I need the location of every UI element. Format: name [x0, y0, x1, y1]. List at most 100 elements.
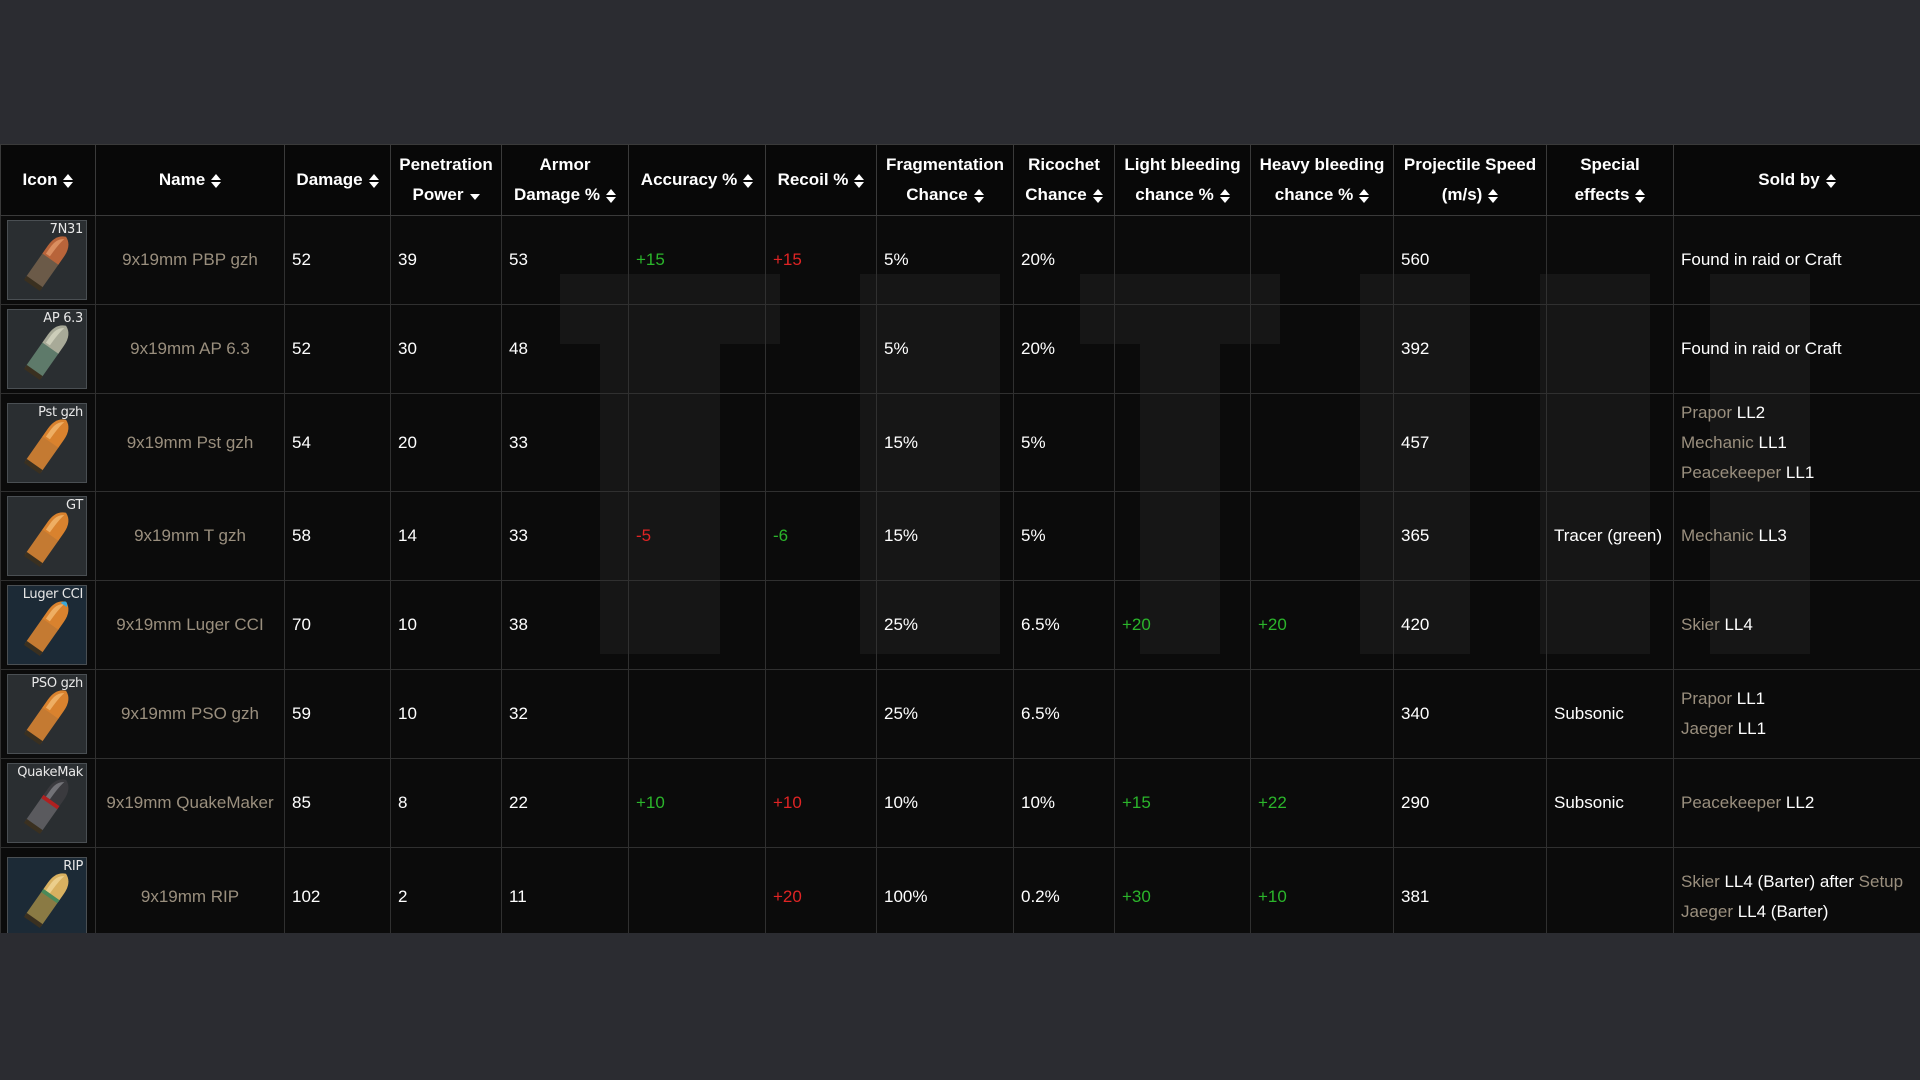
ammo-icon[interactable]: QuakeMak [7, 763, 87, 843]
header-label-line1: Heavy bleeding [1259, 155, 1385, 174]
ammo-icon[interactable]: Luger CCI [7, 585, 87, 665]
header-speed[interactable]: Projectile Speed (m/s) [1393, 144, 1547, 216]
sort-desc-icon[interactable] [469, 188, 480, 204]
sort-icon[interactable] [1488, 188, 1499, 204]
cell-name[interactable]: 9x19mm AP 6.3 [95, 304, 285, 394]
cell-sold-by: Skier LL4 (Barter) after Setup Jaeger LL4… [1673, 847, 1920, 933]
vendor-link[interactable]: Prapor [1681, 402, 1733, 422]
cell-armor-damage: 53 [501, 215, 629, 305]
vendor-link[interactable]: Jaeger [1681, 719, 1733, 738]
vendor-link[interactable]: Skier [1681, 615, 1720, 634]
header-icon[interactable]: Icon [0, 144, 96, 216]
header-penetration[interactable]: Penetration Power [390, 144, 502, 216]
sort-icon[interactable] [1825, 173, 1836, 189]
cell-special-effects: Subsonic [1546, 669, 1674, 759]
cell-special-effects [1546, 393, 1674, 492]
header-special[interactable]: Special effects [1546, 144, 1674, 216]
sort-icon[interactable] [1359, 188, 1370, 204]
cell-name[interactable]: 9x19mm T gzh [95, 491, 285, 581]
cell-name[interactable]: 9x19mm PSO gzh [95, 669, 285, 759]
loyalty-level: LL1 [1736, 689, 1766, 708]
cell-heavy-bleeding [1250, 491, 1394, 581]
header-fragmentation[interactable]: Fragmentation Chance [876, 144, 1014, 216]
cell-icon: QuakeMak [0, 758, 96, 848]
ammo-short-tag: Luger CCI [22, 587, 84, 602]
sort-icon[interactable] [368, 173, 379, 189]
sort-icon[interactable] [1635, 188, 1646, 204]
loyalty-level: Found in raid or Craft [1681, 339, 1842, 358]
quest-link[interactable]: Setup [1858, 871, 1904, 891]
cell-sold-by: Found in raid or Craft [1673, 215, 1920, 305]
sort-icon[interactable] [1219, 188, 1230, 204]
header-armor-damage[interactable]: Armor Damage % [501, 144, 629, 216]
cell-light-bleeding: +30 [1114, 847, 1251, 933]
cell-penetration: 30 [390, 304, 502, 394]
sort-icon[interactable] [63, 173, 74, 189]
cell-projectile-speed: 290 [1393, 758, 1547, 848]
vendor-link[interactable]: Prapor [1681, 689, 1733, 708]
ammo-icon[interactable]: RIP [7, 856, 87, 933]
ammo-icon[interactable]: 7N31 [7, 220, 87, 300]
header-recoil[interactable]: Recoil % [765, 144, 877, 216]
sort-icon[interactable] [211, 173, 222, 189]
cell-heavy-bleeding: +10 [1250, 847, 1394, 933]
ammo-icon[interactable]: AP 6.3 [7, 309, 87, 389]
ammo-short-tag: RIP [63, 858, 83, 874]
cell-icon: RIP [0, 847, 96, 933]
ammo-short-tag: PSO gzh [31, 676, 83, 691]
cell-fragmentation: 15% [876, 393, 1014, 492]
cell-heavy-bleeding [1250, 304, 1394, 394]
cell-armor-damage: 48 [501, 304, 629, 394]
header-sold-by[interactable]: Sold by [1673, 144, 1920, 216]
ammo-icon[interactable]: Pst gzh [7, 402, 87, 483]
sort-icon[interactable] [1092, 188, 1103, 204]
header-label-line2: chance % [1274, 185, 1354, 204]
header-heavy-bleed[interactable]: Heavy bleeding chance % [1250, 144, 1394, 216]
sold-by-entry: Jaeger LL4 (Barter) [1681, 897, 1913, 927]
header-damage[interactable]: Damage [284, 144, 391, 216]
vendor-link[interactable]: Peacekeeper [1681, 462, 1782, 482]
cell-name[interactable]: 9x19mm Pst gzh [95, 393, 285, 492]
cell-name[interactable]: 9x19mm RIP [95, 847, 285, 933]
vendor-link[interactable]: Skier [1681, 871, 1720, 891]
ammo-icon[interactable]: GT [7, 496, 87, 576]
sort-icon[interactable] [973, 188, 984, 204]
vendor-link[interactable]: Jaeger [1681, 901, 1733, 921]
cell-name[interactable]: 9x19mm Luger CCI [95, 580, 285, 670]
cell-recoil [765, 669, 877, 759]
cell-special-effects [1546, 847, 1674, 933]
cell-projectile-speed: 392 [1393, 304, 1547, 394]
cell-damage: 54 [284, 393, 391, 492]
header-label-line1: Projectile Speed [1403, 155, 1537, 174]
cell-armor-damage: 33 [501, 393, 629, 492]
cell-name[interactable]: 9x19mm QuakeMaker [95, 758, 285, 848]
cell-penetration: 10 [390, 669, 502, 759]
sort-icon[interactable] [854, 173, 865, 189]
vendor-link[interactable]: Mechanic [1681, 526, 1754, 545]
vendor-link[interactable]: Mechanic [1681, 432, 1754, 452]
header-label: Accuracy % [640, 170, 738, 189]
loyalty-level: LL1 [1737, 719, 1767, 738]
ammo-short-tag: 7N31 [49, 222, 84, 237]
ammo-icon[interactable]: PSO gzh [7, 674, 87, 754]
bullet-icon [23, 779, 69, 835]
sort-icon[interactable] [605, 188, 616, 204]
table-row: RIP 9x19mm RIP 102 2 11 +20 100% 0.2% +30 +10 381 S… [0, 847, 1920, 933]
ammo-table-container: Icon Name Damage Penetration Power Armor Damag… [0, 144, 1920, 933]
header-ricochet[interactable]: Ricochet Chance [1013, 144, 1115, 216]
header-light-bleed[interactable]: Light bleeding chance % [1114, 144, 1251, 216]
cell-recoil: +15 [765, 215, 877, 305]
cell-name[interactable]: 9x19mm PBP gzh [95, 215, 285, 305]
header-accuracy[interactable]: Accuracy % [628, 144, 766, 216]
sort-icon[interactable] [743, 173, 754, 189]
header-name[interactable]: Name [95, 144, 285, 216]
cell-projectile-speed: 457 [1393, 393, 1547, 492]
vendor-link[interactable]: Peacekeeper [1681, 793, 1782, 812]
cell-heavy-bleeding: +22 [1250, 758, 1394, 848]
cell-sold-by: Skier LL4 [1673, 580, 1920, 670]
cell-accuracy [628, 669, 766, 759]
cell-recoil [765, 393, 877, 492]
cell-armor-damage: 22 [501, 758, 629, 848]
cell-recoil: +10 [765, 758, 877, 848]
cell-ricochet: 6.5% [1013, 669, 1115, 759]
